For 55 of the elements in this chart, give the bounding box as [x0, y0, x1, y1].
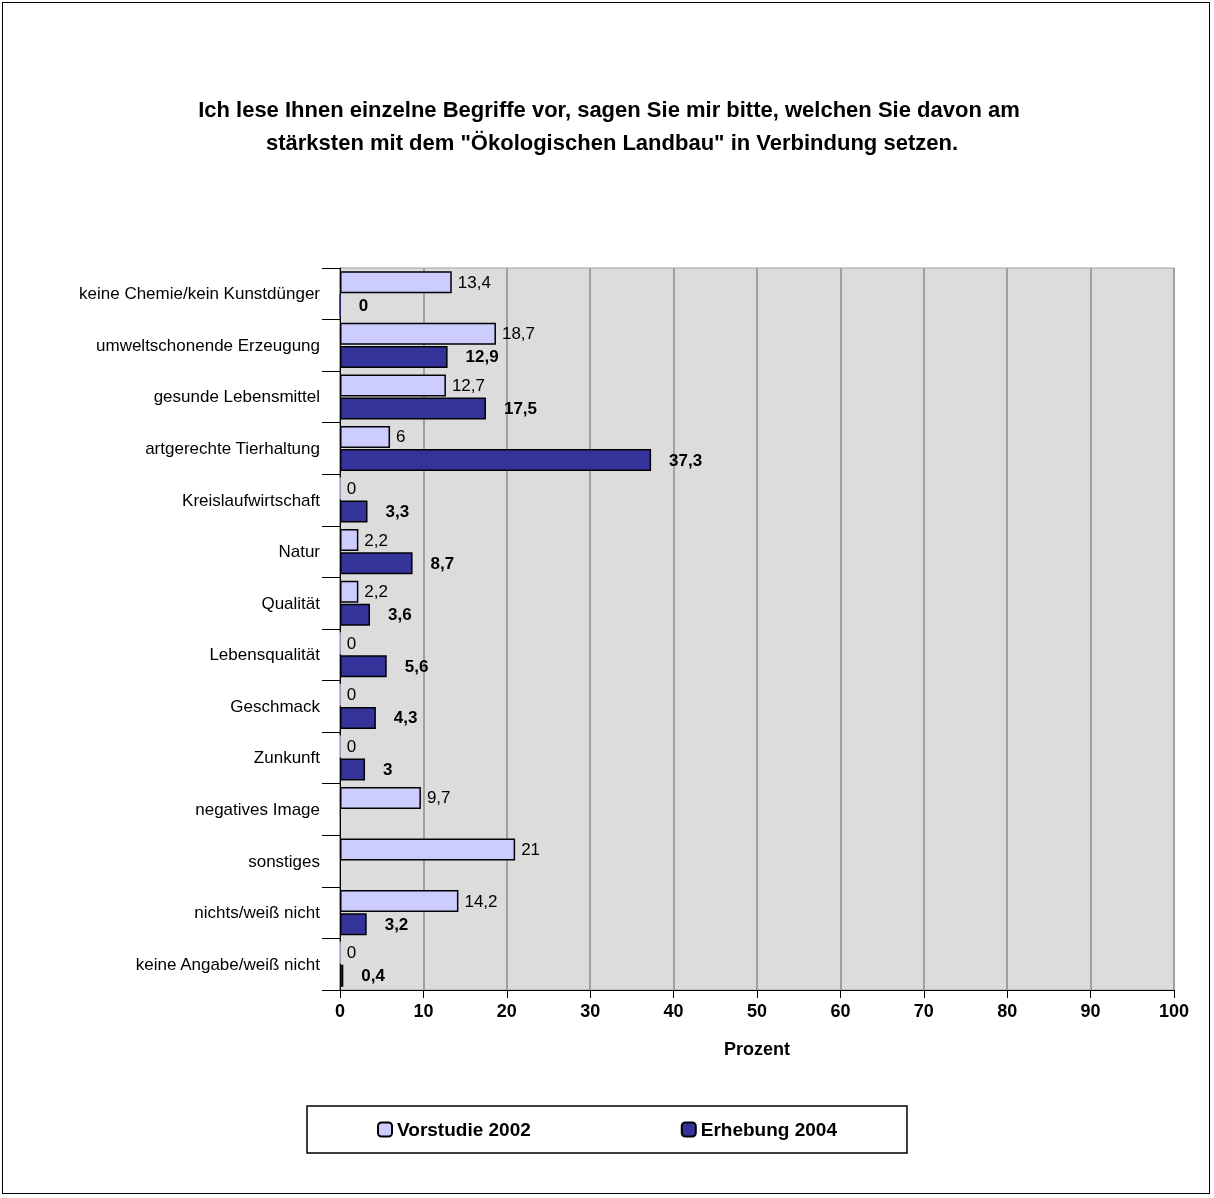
data-label: 18,7 — [501, 324, 536, 344]
data-label: 3,6 — [388, 605, 412, 625]
y-tick-label: Qualität — [261, 593, 321, 613]
data-label: 5,6 — [404, 656, 429, 676]
data-label: 0 — [346, 633, 357, 653]
y-tick-label: Zunkunft — [253, 748, 321, 768]
data-label: 13,4 — [457, 272, 491, 292]
x-tick-label: 50 — [746, 1001, 768, 1021]
data-label: 3 — [383, 759, 393, 779]
data-label: 0 — [346, 685, 357, 705]
x-tick-label: 10 — [413, 1001, 434, 1021]
x-tick-label: 90 — [1080, 1001, 1101, 1021]
y-tick-label: Geschmack — [230, 696, 321, 716]
x-tick-label: 100 — [1158, 1001, 1190, 1021]
data-label: 8,7 — [430, 553, 455, 573]
data-label: 9,7 — [426, 788, 451, 808]
chart-title: Ich lese Ihnen einzelne Begriffe vor, sagen Sie mir bitte, welchen Sie davon am stärksten mit dem "Ökologischen Landbau" in Verbindung setzen. — [198, 97, 1026, 155]
data-label: 0 — [346, 943, 357, 963]
data-label: 14,2 — [464, 891, 498, 911]
y-tick-label: Natur — [278, 542, 321, 562]
data-label: 3,3 — [385, 502, 410, 522]
data-label: 0 — [358, 295, 369, 315]
data-label: 12,7 — [451, 375, 486, 395]
x-tick-label: 30 — [580, 1001, 601, 1021]
data-label: 37,3 — [669, 450, 703, 470]
data-label: 12,9 — [465, 347, 499, 367]
y-tick-label: keine Angabe/weiß nicht — [135, 954, 321, 974]
x-tick-label: 60 — [830, 1001, 851, 1021]
data-label: 4,3 — [393, 708, 418, 728]
data-label: 2,2 — [364, 582, 388, 602]
y-tick-label: Lebensqualität — [209, 645, 321, 665]
data-label: 2,2 — [364, 530, 388, 550]
legend-label: Erhebung 2004 — [700, 1119, 838, 1140]
x-tick-label: 80 — [997, 1001, 1018, 1021]
x-tick-label: 0 — [334, 1001, 346, 1021]
data-label: 0 — [346, 736, 357, 756]
data-label: 17,5 — [503, 398, 538, 418]
y-tick-label: sonstiges — [248, 851, 320, 871]
data-label: 21 — [521, 840, 541, 860]
data-label: 6 — [396, 427, 406, 447]
y-tick-label: artgerechte Tierhaltung — [145, 439, 320, 458]
y-tick-label: negatives Image — [195, 800, 320, 819]
data-label: 0,4 — [361, 966, 386, 986]
x-tick-label: 40 — [663, 1001, 684, 1021]
data-label: 3,2 — [384, 914, 409, 934]
x-tick-label: 70 — [913, 1001, 934, 1021]
y-tick-label: umweltschonende Erzeugung — [96, 335, 320, 355]
x-tick-label: 20 — [496, 1001, 517, 1021]
legend-label: Vorstudie 2002 — [397, 1119, 531, 1140]
y-tick-label: gesunde Lebensmittel — [153, 387, 320, 407]
y-tick-label: Kreislaufwirtschaft — [182, 490, 321, 510]
y-tick-label: keine Chemie/kein Kunstdünger — [79, 284, 321, 304]
data-label: 0 — [346, 479, 357, 499]
x-axis-title: Prozent — [723, 1039, 791, 1059]
y-tick-label: nichts/weiß nicht — [194, 903, 321, 923]
